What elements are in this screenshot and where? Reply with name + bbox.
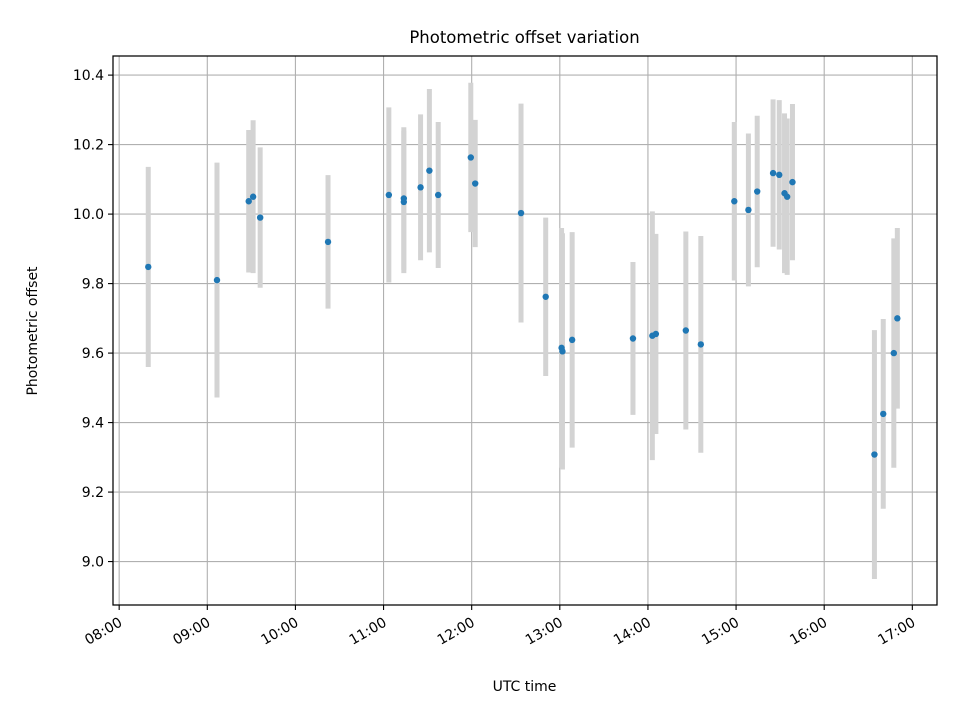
y-tick-label: 10.4 <box>73 68 104 84</box>
data-point <box>417 184 424 191</box>
data-point <box>472 180 479 187</box>
data-point <box>400 198 408 206</box>
data-point <box>769 169 777 177</box>
x-tick-label: 17:00 <box>875 615 918 649</box>
x-axis-ticks: 08:00 09:00 10:00 11:00 12:00 13:00 14:00 15:00… <box>82 605 918 649</box>
data-point <box>213 276 221 284</box>
data-point <box>697 341 705 348</box>
y-tick-label: 9.8 <box>82 277 104 293</box>
data-point <box>434 191 442 199</box>
data-point <box>245 198 252 205</box>
y-tick-label: 9.6 <box>82 346 104 362</box>
plot-frame <box>112 55 938 606</box>
data-point <box>682 327 690 334</box>
point-layer <box>145 154 901 458</box>
data-point <box>754 188 761 195</box>
x-tick-label: 08:00 <box>82 615 125 649</box>
x-axis-label: UTC time <box>493 679 557 695</box>
x-tick-label: 09:00 <box>170 615 213 649</box>
data-point <box>789 178 796 186</box>
data-point <box>776 171 783 179</box>
data-point <box>385 191 393 199</box>
x-tick-label: 11:00 <box>347 615 390 649</box>
data-point <box>324 238 332 246</box>
x-tick-label: 10:00 <box>258 615 301 649</box>
grid-layer <box>113 56 937 605</box>
x-tick-label: 16:00 <box>787 615 830 649</box>
data-point <box>568 336 576 344</box>
y-tick-label: 10.0 <box>73 207 104 223</box>
data-point <box>880 410 887 418</box>
data-point <box>249 193 257 200</box>
x-tick-label: 13:00 <box>523 615 566 649</box>
y-tick-label: 9.4 <box>82 416 104 432</box>
y-tick-label: 9.2 <box>82 485 104 501</box>
x-tick-label: 15:00 <box>699 615 742 649</box>
data-point <box>467 154 475 161</box>
data-point <box>559 348 566 355</box>
y-tick-label: 10.2 <box>73 138 104 154</box>
data-point <box>731 198 738 205</box>
data-point <box>894 315 901 322</box>
x-tick-label: 12:00 <box>435 615 478 649</box>
data-point <box>783 193 791 200</box>
data-point <box>426 167 433 174</box>
data-point <box>652 330 660 338</box>
data-point <box>256 214 264 221</box>
y-axis-label: Photometric offset <box>25 266 41 396</box>
data-point <box>745 206 752 214</box>
data-point <box>629 335 637 342</box>
data-point <box>517 209 525 217</box>
errorbar-layer <box>145 82 900 579</box>
data-point <box>890 349 898 357</box>
x-tick-label: 14:00 <box>611 615 654 649</box>
y-axis-ticks: 9.0 9.2 9.4 9.6 9.8 10.0 10.2 10.4 <box>73 68 113 571</box>
data-point <box>871 451 878 458</box>
chart-title: Photometric offset variation <box>409 28 639 47</box>
data-point <box>145 263 152 271</box>
data-point <box>542 293 549 300</box>
y-tick-label: 9.0 <box>82 555 104 571</box>
